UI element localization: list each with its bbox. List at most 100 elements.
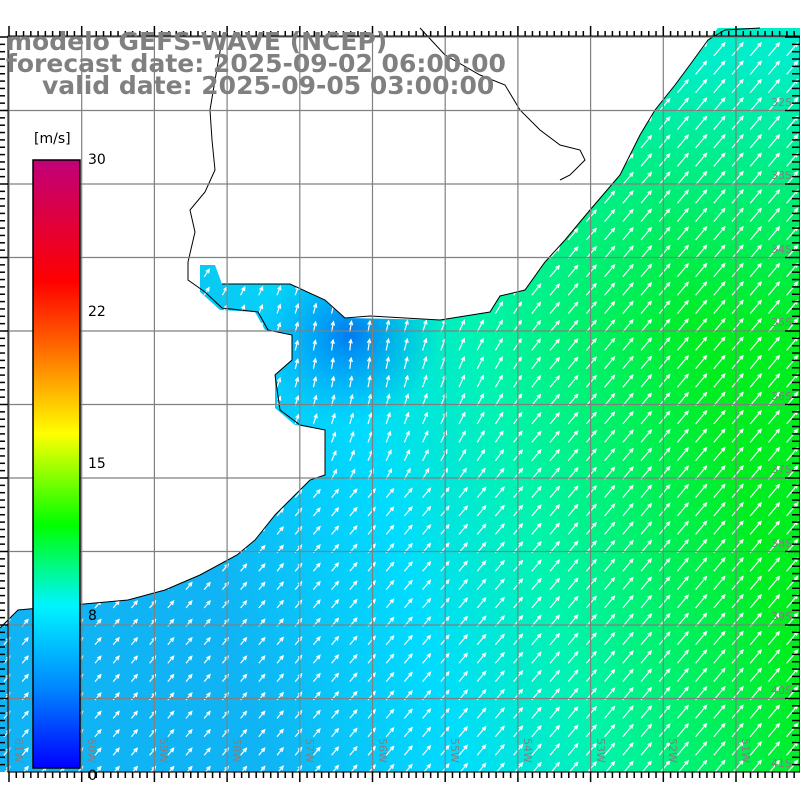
wind-arrow [203,452,211,462]
wind-arrow [112,379,120,388]
wind-arrow [494,228,505,241]
wind-arrow [94,121,102,130]
wind-arrow [458,337,465,351]
wind-arrow [549,669,561,682]
wind-arrow [494,670,505,682]
wind-arrow [749,262,763,278]
wind-arrow [422,174,431,186]
wind-arrow [331,488,340,498]
wind-arrow [713,722,726,738]
wind-arrow [786,649,799,664]
wind-arrow [713,78,726,94]
wind-arrow [767,225,781,241]
wind-arrow [276,194,284,204]
wind-arrow [658,300,671,314]
wind-arrow [276,710,284,719]
wind-arrow [585,724,597,738]
wind-arrow [276,765,284,772]
wind-arrow [458,374,466,388]
wind-arrow [203,231,211,241]
wind-arrow [331,211,338,222]
wind-arrow [258,212,265,222]
wind-arrow [676,373,689,388]
wind-arrow [476,707,487,719]
wind-arrow [494,374,503,388]
wind-arrow [422,448,429,462]
wind-arrow [658,557,671,572]
wind-arrow [695,281,708,296]
wind-arrow [349,672,358,682]
wind-arrow [585,43,597,57]
wind-arrow [94,379,102,388]
wind-arrow [185,195,193,204]
wind-arrow [676,152,689,167]
wind-arrow [695,428,708,443]
wind-arrow [494,155,505,167]
lat-lon-grid [7,35,800,773]
wind-arrow [403,264,410,278]
wind-arrow [731,520,744,535]
longitude-label: 55W [448,738,462,763]
wind-arrow [203,765,211,772]
wind-arrow [658,97,671,112]
wind-arrow [640,355,653,370]
wind-arrow [385,393,391,406]
wind-arrow [731,78,744,94]
wind-arrow [695,225,708,241]
wind-arrow [349,430,355,443]
model-title: modelo GEFS-WAVE (NCEP) [6,27,388,56]
wind-arrow [112,121,120,130]
wind-arrow [167,563,175,572]
wind-arrow [112,158,120,167]
wind-arrow [440,210,449,222]
wind-arrow [94,508,102,517]
longitude-label: 56W [375,738,389,763]
wind-arrow [531,356,542,370]
wind-arrow [112,526,120,535]
wind-arrow [385,319,391,333]
wind-arrow [676,189,689,204]
wind-arrow [276,413,282,425]
wind-arrow [422,392,428,406]
wind-arrow [385,763,395,772]
wind-arrow [312,507,321,517]
wind-arrow [767,704,781,719]
wind-arrow [786,575,799,590]
wind-arrow [403,505,413,517]
wind-arrow [422,763,432,772]
wind-arrow [276,562,284,572]
wind-arrow [476,118,487,130]
wind-arrow [276,526,284,535]
wind-arrow [494,136,505,149]
wind-arrow [349,120,358,130]
wind-arrow [185,636,193,646]
wind-arrow [94,434,102,443]
wind-arrow [385,119,395,130]
wind-arrow [312,746,321,756]
wind-arrow [676,741,689,756]
wind-arrow [731,207,744,222]
wind-arrow [494,578,505,590]
wind-arrow [749,225,763,241]
wind-arrow [240,359,246,370]
latitude-label: 41S [771,757,792,770]
wind-arrow [203,710,211,719]
wind-arrow [731,483,744,498]
wind-arrow [567,338,579,351]
wind-arrow [349,506,358,517]
wind-arrow [258,121,266,130]
wind-arrow [749,97,763,112]
wind-arrow [403,192,412,204]
wind-arrow [221,359,228,370]
wind-arrow [240,195,247,204]
wind-arrow [567,190,579,204]
wind-arrow [258,230,265,241]
wind-arrow [112,673,120,682]
wind-arrow [458,264,466,278]
wind-arrow [640,557,653,572]
wind-arrow [240,673,248,682]
wind-arrow [713,391,726,406]
wind-arrow [767,538,781,554]
wind-arrow [749,704,763,719]
